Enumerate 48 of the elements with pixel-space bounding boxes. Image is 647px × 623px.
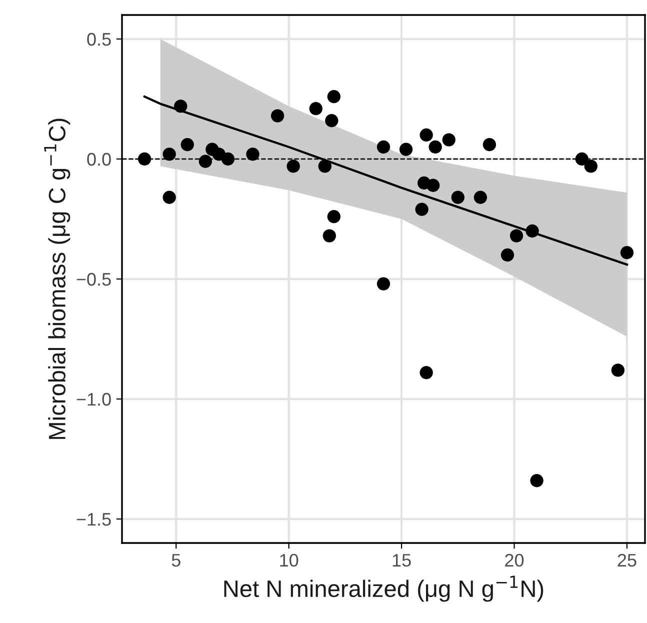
x-tick-label: 25 [618, 554, 636, 567]
point [162, 190, 176, 204]
point [322, 229, 336, 242]
point [174, 100, 188, 113]
point [575, 152, 588, 166]
point [325, 114, 338, 128]
point [376, 277, 390, 290]
point [138, 152, 152, 166]
point [451, 190, 464, 204]
point [530, 474, 544, 488]
point [270, 109, 284, 122]
point [620, 246, 634, 260]
point [442, 133, 456, 146]
point [420, 128, 433, 142]
point [286, 160, 300, 173]
point [246, 148, 260, 161]
x-tick-label: 20 [505, 554, 524, 567]
point [309, 102, 322, 116]
x-tick-label: 5 [172, 554, 180, 567]
x-tick-label: 15 [392, 554, 411, 567]
y-axis-title: Microbial biomass (μg C g$^{−1}$C) [44, 118, 70, 439]
x-axis-title: Net N mineralized (μg N g$^{−1}$N) [224, 576, 544, 602]
point [510, 229, 524, 242]
x-tick-label: 10 [280, 554, 298, 567]
point [500, 248, 514, 262]
point [526, 224, 539, 238]
point [327, 90, 340, 104]
point [584, 160, 598, 173]
y-tick-label: −1.0 [76, 392, 111, 406]
point [162, 148, 176, 161]
point [482, 138, 496, 152]
point [428, 140, 442, 154]
y-tick-label: 0.0 [87, 152, 111, 166]
y-tick-label: −1.5 [76, 513, 111, 526]
y-tick-label: 0.5 [87, 32, 111, 46]
y-tick-label: −0.5 [76, 272, 111, 286]
point [376, 140, 390, 154]
point [399, 142, 413, 156]
point [221, 152, 235, 166]
point [180, 138, 194, 152]
point [426, 178, 440, 192]
point [198, 154, 212, 168]
point [415, 202, 428, 216]
point [420, 366, 433, 380]
point [611, 364, 625, 377]
point [474, 190, 488, 204]
point [318, 160, 332, 173]
point [327, 210, 340, 224]
